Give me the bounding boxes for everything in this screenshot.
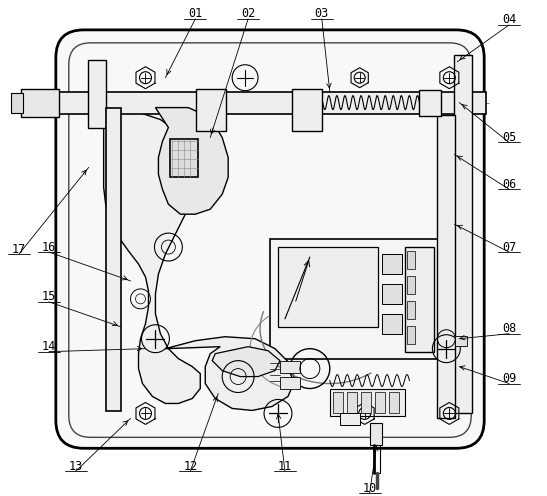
Bar	[408, 251, 416, 269]
Bar	[280, 361, 300, 372]
Bar	[420, 90, 441, 116]
Text: 07: 07	[502, 241, 516, 253]
Bar	[455, 336, 467, 346]
Bar	[360, 391, 371, 414]
Text: 16: 16	[42, 241, 56, 253]
Bar	[375, 391, 385, 414]
Text: 11: 11	[278, 460, 292, 473]
Text: 13: 13	[68, 460, 83, 473]
Bar	[408, 276, 416, 294]
FancyBboxPatch shape	[56, 30, 484, 448]
Polygon shape	[155, 108, 228, 214]
Bar	[56, 92, 486, 114]
Bar	[330, 388, 404, 417]
Polygon shape	[101, 110, 200, 403]
Polygon shape	[212, 347, 280, 376]
Text: 03: 03	[315, 7, 329, 20]
Bar	[455, 55, 472, 414]
Bar	[370, 424, 382, 445]
Bar	[270, 239, 439, 359]
Text: 10: 10	[363, 482, 377, 495]
Bar	[404, 247, 434, 352]
Text: 01: 01	[188, 7, 202, 20]
Bar	[382, 284, 401, 304]
Bar	[106, 108, 120, 412]
Polygon shape	[165, 337, 295, 410]
Bar	[438, 115, 455, 419]
Bar	[347, 391, 357, 414]
Text: 05: 05	[502, 131, 516, 144]
Text: 14: 14	[42, 340, 56, 353]
Bar	[382, 314, 401, 334]
Bar	[196, 89, 226, 130]
Bar	[11, 93, 23, 113]
Text: 02: 02	[241, 7, 255, 20]
Bar	[408, 326, 416, 344]
Bar	[280, 376, 300, 388]
Bar	[382, 254, 401, 274]
Text: 15: 15	[42, 290, 56, 304]
Bar	[88, 60, 106, 127]
Bar	[388, 391, 399, 414]
Bar	[333, 391, 343, 414]
Text: 12: 12	[183, 460, 197, 473]
Bar	[408, 301, 416, 319]
Bar	[171, 139, 198, 178]
Text: 09: 09	[502, 372, 516, 385]
Text: 06: 06	[502, 178, 516, 191]
Bar	[292, 89, 322, 130]
Bar	[278, 247, 377, 327]
Text: 08: 08	[502, 322, 516, 335]
Text: 04: 04	[502, 13, 516, 26]
Bar	[21, 89, 59, 117]
Text: 17: 17	[12, 243, 26, 255]
Bar	[340, 414, 360, 426]
